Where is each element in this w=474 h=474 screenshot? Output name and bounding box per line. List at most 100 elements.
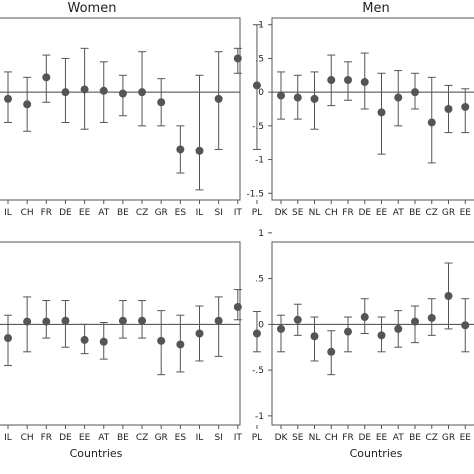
y-tick-label: .5 xyxy=(255,275,264,285)
panel-title: Women xyxy=(68,1,117,16)
x-tick-label: CH xyxy=(325,208,338,218)
x-tick-label: IL xyxy=(4,208,12,218)
x-tick-label: BE xyxy=(117,433,129,443)
panel-4: 1 .5 0 -.5 -1 DK SE NL CH FR DE EE AT BE CZ GR EE Countri… xyxy=(252,229,474,460)
x-tick-label: ES xyxy=(175,208,187,218)
x-tick-label: CZ xyxy=(426,208,438,218)
panel-1: Women IL CH FR DE EE AT BE CZ GR ES IL SI IT PL xyxy=(0,1,262,218)
x-tick-label: EE xyxy=(79,208,91,218)
x-tick-label: DK xyxy=(275,433,289,443)
x-tick-label: EE xyxy=(79,433,91,443)
x-tick-label: NL xyxy=(309,433,321,443)
data-point xyxy=(99,86,108,95)
x-tick-label: BE xyxy=(409,433,421,443)
data-point xyxy=(80,85,89,94)
data-point xyxy=(277,324,285,333)
plot-frame xyxy=(0,17,241,201)
data-point xyxy=(157,336,166,345)
data-point xyxy=(377,108,386,117)
data-point xyxy=(411,88,419,97)
x-axis-label: Countries xyxy=(70,447,123,460)
x-tick-label: IT xyxy=(234,433,243,443)
data-point xyxy=(293,315,302,324)
data-point xyxy=(42,73,51,82)
data-point xyxy=(138,316,147,325)
x-tick-label: FR xyxy=(41,208,52,218)
data-point xyxy=(344,327,352,336)
x-tick-label: ES xyxy=(175,433,187,443)
data-point xyxy=(195,146,204,155)
y-tick-label: .5 xyxy=(255,54,264,64)
data-point xyxy=(360,313,369,322)
x-tick-label: GR xyxy=(155,433,168,443)
x-tick-label: EE xyxy=(376,433,388,443)
x-tick-label: EE xyxy=(460,208,472,218)
x-tick-label: EE xyxy=(376,208,388,218)
data-point xyxy=(118,316,127,325)
y-tick-label: 0 xyxy=(258,88,264,98)
y-tick-label: -1 xyxy=(255,156,264,166)
data-point xyxy=(327,347,336,356)
data-point xyxy=(214,94,223,103)
data-point xyxy=(4,94,12,103)
x-tick-label: CZ xyxy=(426,433,438,443)
plot-frame xyxy=(0,241,241,426)
data-point xyxy=(461,321,470,330)
data-point xyxy=(252,81,261,90)
panel-2: Men 1 .5 0 -.5 -1 -1.5 DK SE NL CH FR DE EE AT BE CZ GR EE xyxy=(246,1,474,218)
panel-title: Men xyxy=(362,1,389,16)
data-point xyxy=(23,317,32,326)
x-tick-label: PL xyxy=(252,208,262,218)
x-tick-label: SI xyxy=(214,433,222,443)
x-axis-label: Countries xyxy=(350,447,403,460)
data-point xyxy=(444,105,453,113)
x-tick-label: AT xyxy=(393,433,404,443)
x-tick-label: FR xyxy=(342,208,353,218)
x-tick-label: IL xyxy=(4,433,12,443)
data-point xyxy=(233,302,242,311)
x-tick-label: IL xyxy=(196,208,204,218)
data-point xyxy=(327,76,336,85)
x-tick-label: CH xyxy=(325,433,338,443)
data-point xyxy=(80,335,89,344)
panel-3: IL CH FR DE EE AT BE CZ GR ES IL SI IT PL Countries xyxy=(0,241,262,460)
data-point xyxy=(233,54,242,63)
x-tick-label: SE xyxy=(292,208,304,218)
x-tick-label: CZ xyxy=(136,208,148,218)
x-tick-label: GR xyxy=(442,433,455,443)
x-tick-label: AT xyxy=(98,208,109,218)
data-point xyxy=(310,94,319,103)
x-tick-label: GR xyxy=(442,208,455,218)
y-tick-label: -.5 xyxy=(252,122,264,132)
data-point xyxy=(461,102,470,111)
data-point xyxy=(427,118,436,127)
data-point xyxy=(394,324,403,333)
x-tick-label: DE xyxy=(358,433,371,443)
data-point xyxy=(4,334,12,343)
y-tick-label: 1 xyxy=(258,229,264,239)
data-point xyxy=(138,88,147,97)
y-tick-label: -1 xyxy=(255,412,264,422)
y-tick-label: -.5 xyxy=(252,366,264,376)
data-point xyxy=(176,145,185,154)
x-tick-label: GR xyxy=(155,208,168,218)
data-point xyxy=(176,340,185,349)
x-tick-label: BE xyxy=(117,208,129,218)
data-point xyxy=(214,316,223,325)
data-point xyxy=(377,331,386,340)
x-tick-label: SE xyxy=(292,433,304,443)
data-point xyxy=(61,316,70,325)
data-point xyxy=(195,329,204,338)
data-point xyxy=(61,88,70,97)
data-point xyxy=(360,78,369,87)
data-point xyxy=(118,89,127,98)
y-tick-label: 0 xyxy=(258,320,264,330)
data-point xyxy=(444,291,453,300)
data-point xyxy=(42,317,51,326)
x-tick-label: AT xyxy=(98,433,109,443)
x-tick-label: CZ xyxy=(136,433,148,443)
data-point xyxy=(252,329,261,338)
x-tick-label: DK xyxy=(275,208,289,218)
x-tick-label: IL xyxy=(196,433,204,443)
